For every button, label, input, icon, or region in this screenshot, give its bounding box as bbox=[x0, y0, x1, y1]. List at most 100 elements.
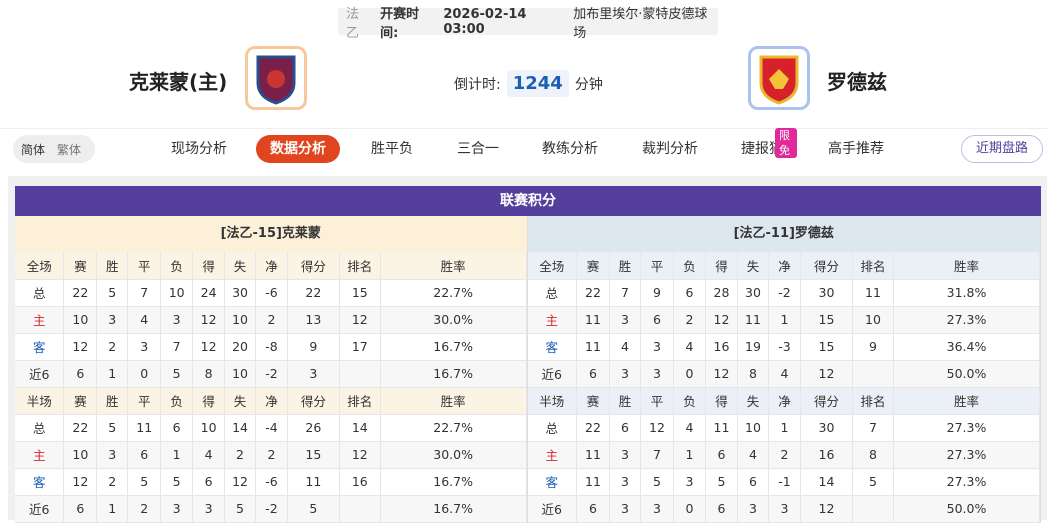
time-label: 开赛时间: bbox=[380, 6, 420, 41]
header-cell: 平 bbox=[127, 252, 162, 280]
cell: 6 bbox=[705, 441, 738, 469]
cell: 11 bbox=[705, 414, 738, 442]
header-cell: 排名 bbox=[339, 387, 381, 415]
cell: 30.0% bbox=[380, 441, 527, 469]
cell: 6 bbox=[63, 495, 98, 523]
header-cell: 平 bbox=[127, 387, 162, 415]
data-row: 近6 6 1 0 5 8 10 -2 3 16.7% bbox=[15, 360, 527, 388]
standings-title: 联赛积分 bbox=[15, 186, 1041, 216]
cell: 近6 bbox=[15, 360, 65, 388]
cell: 5 bbox=[96, 279, 129, 307]
lang-option[interactable]: 简体 bbox=[21, 142, 46, 157]
cell: 10 bbox=[63, 306, 98, 334]
header-cell: 赛 bbox=[576, 387, 610, 415]
cell: 4 bbox=[609, 333, 641, 361]
cell: 1 bbox=[768, 414, 801, 442]
tab[interactable]: 数据分析 bbox=[256, 135, 340, 163]
data-row: 总 22 5 7 10 24 30 -6 22 15 22.7% bbox=[15, 279, 527, 307]
cell: 17 bbox=[339, 333, 381, 361]
cell: -1 bbox=[768, 468, 801, 496]
cell: 6 bbox=[63, 360, 98, 388]
cell: 3 bbox=[287, 360, 340, 388]
header-cell: 得 bbox=[705, 387, 738, 415]
cell: 12 bbox=[63, 468, 98, 496]
cell: 6 bbox=[673, 279, 706, 307]
data-row: 总 22 7 9 6 28 30 -2 30 11 31.8% bbox=[527, 279, 1040, 307]
cell: -6 bbox=[255, 468, 288, 496]
header-cell: 胜 bbox=[609, 387, 641, 415]
data-row: 近6 6 3 3 0 6 3 3 12 50.0% bbox=[527, 495, 1040, 523]
header-cell: 胜率 bbox=[380, 387, 527, 415]
cell: 3 bbox=[640, 333, 674, 361]
cell: 2 bbox=[768, 441, 801, 469]
cell: -6 bbox=[255, 279, 288, 307]
cell: 10 bbox=[224, 306, 256, 334]
tab[interactable]: 捷报猫 限免 bbox=[727, 128, 797, 163]
tab[interactable]: 胜平负 bbox=[371, 141, 413, 157]
tab[interactable]: 教练分析 bbox=[542, 141, 598, 157]
header-cell: 净 bbox=[768, 252, 801, 280]
cell: 30 bbox=[224, 279, 256, 307]
match-info: 法乙 开赛时间: 2026-02-14 03:00 加布里埃尔·蒙特皮德球场 bbox=[338, 7, 718, 41]
cell: 2 bbox=[255, 306, 288, 334]
data-row: 主 11 3 6 2 12 11 1 15 10 27.3% bbox=[527, 306, 1040, 334]
cell: 5 bbox=[640, 468, 674, 496]
header-cell: 平 bbox=[640, 252, 674, 280]
tab[interactable]: 高手推荐 bbox=[828, 141, 884, 157]
empty-cell bbox=[339, 360, 381, 388]
cell: 15 bbox=[800, 306, 853, 334]
header-cell: 得 bbox=[192, 387, 226, 415]
cell: 3 bbox=[609, 441, 641, 469]
data-row: 客 11 3 5 3 5 6 -1 14 5 27.3% bbox=[527, 468, 1040, 496]
tab[interactable]: 三合一 bbox=[457, 141, 499, 157]
tab[interactable]: 现场分析 bbox=[171, 141, 227, 157]
home-crest bbox=[256, 55, 296, 105]
away-logo bbox=[748, 46, 810, 110]
cell: 13 bbox=[287, 306, 340, 334]
cell: 22 bbox=[63, 279, 98, 307]
cell: 3 bbox=[768, 495, 801, 523]
venue: 加布里埃尔·蒙特皮德球场 bbox=[573, 6, 708, 41]
cell: 3 bbox=[96, 441, 129, 469]
cell: 11 bbox=[576, 306, 610, 334]
cell: 3 bbox=[96, 306, 129, 334]
cell: 30.0% bbox=[380, 306, 527, 334]
cell: 6 bbox=[127, 441, 162, 469]
cell: 总 bbox=[15, 414, 65, 442]
cell: 主 bbox=[15, 306, 65, 334]
cell: 19 bbox=[737, 333, 769, 361]
cell: 7 bbox=[852, 414, 894, 442]
cell: 12 bbox=[800, 360, 853, 388]
cell: 7 bbox=[609, 279, 641, 307]
cell: 2 bbox=[673, 306, 706, 334]
cell: 主 bbox=[15, 441, 65, 469]
header-row: 半场赛胜平负得失净得分 排名 胜率 bbox=[527, 387, 1040, 415]
cell: -2 bbox=[255, 495, 288, 523]
cell: 总 bbox=[527, 414, 577, 442]
data-row: 近6 6 3 3 0 12 8 4 12 50.0% bbox=[527, 360, 1040, 388]
away-team: 罗德兹 bbox=[827, 70, 887, 94]
cell: 27.3% bbox=[893, 468, 1040, 496]
cell: 6 bbox=[576, 495, 610, 523]
cell: 3 bbox=[673, 468, 706, 496]
header-cell: 失 bbox=[737, 252, 769, 280]
header-cell: 失 bbox=[737, 387, 769, 415]
header-cell: 胜率 bbox=[893, 252, 1040, 280]
lang-option[interactable]: 繁体 bbox=[57, 142, 82, 157]
cell: 50.0% bbox=[893, 360, 1040, 388]
cell: 12 bbox=[705, 360, 738, 388]
cell: 12 bbox=[339, 306, 381, 334]
home-team: 克莱蒙(主) bbox=[129, 70, 228, 94]
cell: 3 bbox=[192, 495, 226, 523]
header-cell: 半场 bbox=[15, 387, 65, 415]
cell: 6 bbox=[705, 495, 738, 523]
team-standings: [法乙-15]克莱蒙 全场赛胜平负得失净得分 排名 胜率总 22 5 7 10 24 30 -6 22… bbox=[15, 216, 528, 523]
recent-odds-button[interactable]: 近期盘路 bbox=[961, 135, 1044, 163]
cell: 12 bbox=[63, 333, 98, 361]
data-row: 主 11 3 7 1 6 4 2 16 8 27.3% bbox=[527, 441, 1040, 469]
tab[interactable]: 裁判分析 bbox=[642, 141, 698, 157]
cell: 50.0% bbox=[893, 495, 1040, 523]
data-row: 主 10 3 6 1 4 2 2 15 12 30.0% bbox=[15, 441, 527, 469]
cell: 近6 bbox=[15, 495, 65, 523]
cell: 1 bbox=[160, 441, 194, 469]
